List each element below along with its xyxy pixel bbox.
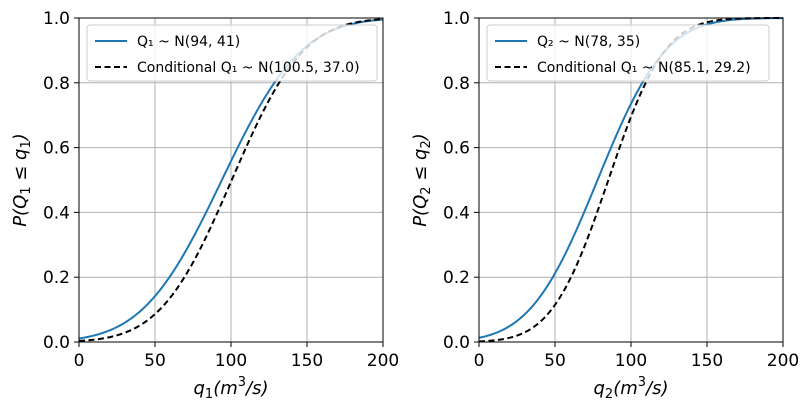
legend-entry-2: Conditional Q₁ ~ N(85.1, 29.2) — [537, 60, 751, 76]
y-tick-label: 0.4 — [443, 203, 470, 223]
x-tick-label: 50 — [144, 351, 166, 371]
y-axis-label: P(Q1 ≤ q1) — [10, 133, 34, 227]
legend: Q₁ ~ N(94, 41) Conditional Q₁ ~ N(100.5, … — [86, 24, 378, 82]
x-tick-label: 100 — [215, 351, 247, 371]
y-tick-label: 0.8 — [43, 74, 70, 94]
x-tick-label: 100 — [615, 351, 647, 371]
x-tick-label: 0 — [474, 351, 485, 371]
y-tick-label: 0.4 — [43, 203, 70, 223]
series-line-2 — [478, 17, 784, 343]
y-tick-label: 0.2 — [443, 268, 470, 288]
y-tick-label: 0.0 — [443, 333, 470, 353]
legend-entry-2: Conditional Q₁ ~ N(100.5, 37.0) — [137, 60, 360, 76]
y-tick-label: 0.8 — [443, 74, 470, 94]
y-tick-label: 0.2 — [43, 268, 70, 288]
y-axis-label: P(Q2 ≤ q2) — [410, 133, 434, 227]
x-tick-label: 150 — [291, 351, 323, 371]
x-tick-label: 50 — [544, 351, 566, 371]
x-tick-label: 0 — [74, 351, 85, 371]
x-tick-label: 150 — [691, 351, 723, 371]
x-axis-label: q1(m3/s) — [193, 375, 268, 402]
y-tick-label: 0.6 — [43, 139, 70, 159]
y-tick-label: 0.6 — [443, 139, 470, 159]
legend-box — [486, 24, 770, 82]
legend-box — [86, 24, 378, 82]
legend-entry-1: Q₂ ~ N(78, 35) — [537, 34, 640, 50]
y-tick-label: 1.0 — [443, 9, 470, 29]
chart-2: 0 50 100 150 200 0.0 0.2 0.4 0.6 0.8 1.0 q2(m3/s) P(… — [410, 9, 799, 402]
x-axis-label: q2(m3/s) — [593, 375, 668, 402]
x-tick-label: 200 — [367, 351, 399, 371]
series-line-1 — [478, 17, 784, 339]
y-tick-label: 0.0 — [43, 333, 70, 353]
y-tick-label: 1.0 — [43, 9, 70, 29]
legend-entry-1: Q₁ ~ N(94, 41) — [137, 34, 240, 50]
legend: Q₂ ~ N(78, 35) Conditional Q₁ ~ N(85.1, 2… — [486, 24, 770, 82]
x-tick-label: 200 — [767, 351, 799, 371]
chart-1: 0 50 100 150 200 0.0 0.2 0.4 0.6 0.8 1.0 q1(m3/s) P(… — [10, 9, 399, 402]
